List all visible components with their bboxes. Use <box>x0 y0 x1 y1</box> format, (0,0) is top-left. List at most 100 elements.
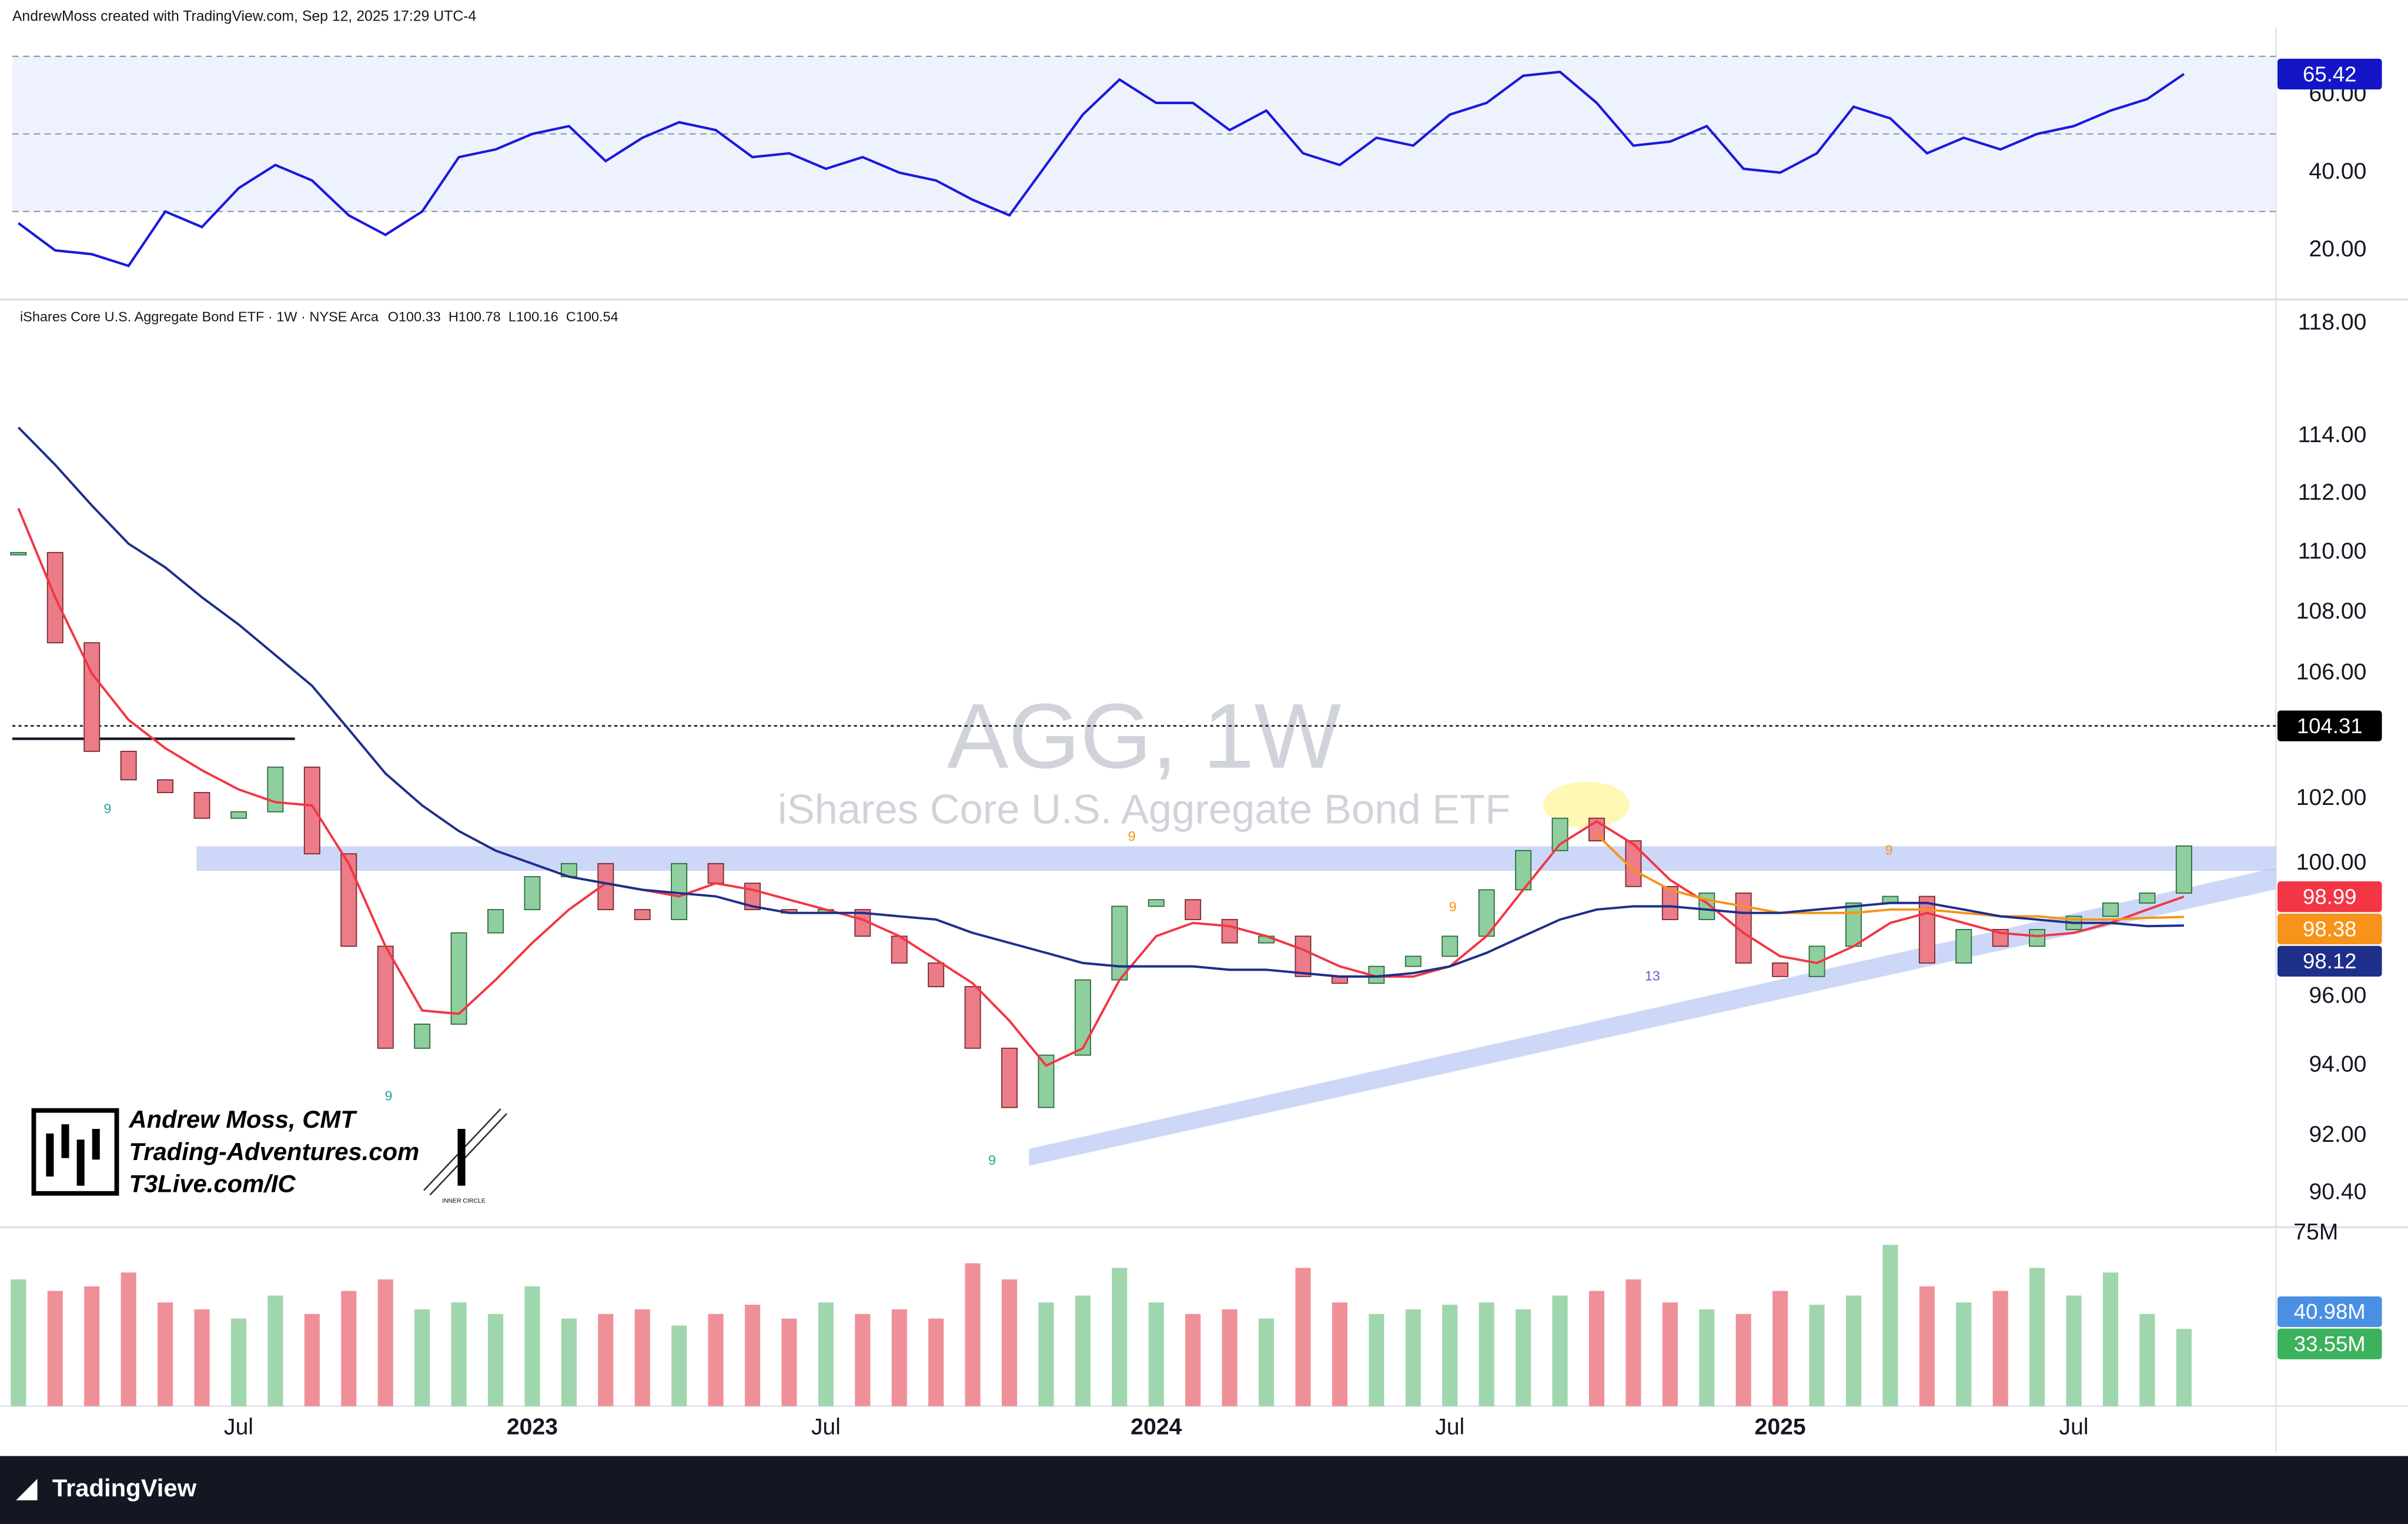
x-tick-label: 2024 <box>1131 1415 1182 1440</box>
candle <box>157 779 174 793</box>
volume-bar <box>1001 1279 1018 1406</box>
volume-value-label: 33.55M <box>2294 1332 2366 1356</box>
moving-average <box>17 507 2185 1067</box>
x-tick-label: Jul <box>224 1415 253 1440</box>
candle <box>303 766 320 855</box>
last-value-label-bg <box>2277 58 2382 90</box>
volume-bar <box>414 1309 430 1406</box>
candle <box>1295 935 1312 977</box>
ohlc-label: L <box>509 309 516 325</box>
volume-bar <box>377 1279 393 1406</box>
candle <box>1001 1047 1018 1108</box>
setup-count: 9 <box>1885 842 1893 857</box>
candle <box>1148 899 1165 907</box>
candle <box>671 863 688 920</box>
volume-bar <box>2066 1295 2082 1406</box>
ma-value-label: 98.38 <box>2303 917 2357 941</box>
volume-bar <box>1552 1295 1568 1406</box>
volume-bar <box>487 1314 504 1406</box>
volume-bar <box>1882 1245 1898 1406</box>
candle <box>1955 929 1972 964</box>
volume-bar <box>561 1318 577 1406</box>
y-tick-label: 100.00 <box>2296 850 2367 875</box>
volume-bar <box>1405 1309 1421 1406</box>
footer-logo: ◢ <box>16 1474 38 1503</box>
y-tick-label: 92.00 <box>2309 1122 2366 1147</box>
candle <box>2102 902 2119 917</box>
watermark-subtitle: iShares Core U.S. Aggregate Bond ETF <box>778 786 1510 833</box>
volume-bar <box>1075 1295 1091 1406</box>
candle <box>1111 905 1128 981</box>
y-tick-label: 110.00 <box>2298 539 2367 564</box>
logo-candle <box>76 1139 85 1186</box>
volume-bar <box>1258 1318 1275 1406</box>
footer-bar <box>0 1456 2408 1524</box>
volume-bar <box>1809 1305 1825 1406</box>
moving-average <box>1596 833 2184 921</box>
x-tick-label: Jul <box>811 1415 841 1440</box>
volume-bar <box>1148 1302 1164 1406</box>
volume-bar <box>524 1286 540 1406</box>
ohlc-value: 100.33 <box>399 309 441 325</box>
candle <box>1442 935 1459 957</box>
volume-bar <box>671 1325 687 1406</box>
volume-bar <box>341 1291 357 1406</box>
setup-count: 9 <box>1449 899 1457 914</box>
candle <box>1185 899 1202 920</box>
footer-brand: TradingView <box>52 1474 197 1502</box>
watermark-title: AGG, 1W <box>947 685 1342 788</box>
ohlc-label: C <box>566 309 576 325</box>
ma-value-label-bg <box>2277 913 2382 945</box>
volume-bar <box>1735 1314 1751 1406</box>
support-zone <box>196 846 2276 871</box>
volume-value-label-bg <box>2277 1328 2382 1359</box>
badge-stroke <box>429 1112 507 1196</box>
volume-bar <box>1369 1314 1384 1406</box>
volume-bar <box>855 1314 871 1406</box>
candle <box>10 552 27 556</box>
volume-bar <box>1772 1291 1788 1406</box>
candle <box>2029 929 2046 947</box>
candle <box>1845 902 1862 947</box>
volume-bar <box>304 1314 320 1406</box>
y-tick-label: 40.00 <box>2309 159 2366 184</box>
ohlc-value: 100.78 <box>459 309 501 325</box>
attribution: AndrewMoss created with TradingView.com,… <box>12 8 477 24</box>
volume-bar <box>47 1291 63 1406</box>
volume-bar <box>230 1318 247 1406</box>
candle <box>964 986 981 1049</box>
candle <box>120 750 137 781</box>
volume-bar <box>1845 1295 1862 1406</box>
x-tick-label: 2023 <box>507 1415 558 1440</box>
candle <box>1404 955 1422 967</box>
brand-name: Andrew Moss, CMT <box>128 1105 357 1133</box>
logo-candle <box>92 1129 100 1160</box>
volume-bar <box>1295 1268 1311 1406</box>
y-tick-label: 108.00 <box>2296 599 2367 624</box>
brand-logo <box>31 1108 119 1196</box>
y-tick-label: 94.00 <box>2309 1052 2366 1077</box>
volume-ma-label-bg <box>2277 1296 2382 1328</box>
setup-count: 9 <box>384 1088 392 1103</box>
volume-bar <box>1038 1302 1054 1406</box>
setup-count: 9 <box>988 1152 996 1168</box>
candle <box>928 962 945 987</box>
brand-link: T3Live.com/IC <box>129 1170 296 1198</box>
last-value-label: 65.42 <box>2303 62 2357 86</box>
candle <box>340 853 357 947</box>
y-tick-label: 106.00 <box>2296 660 2367 685</box>
volume-bar <box>1516 1309 1531 1406</box>
volume-bar <box>1332 1302 1347 1406</box>
volume-bar <box>965 1263 981 1406</box>
logo-candle <box>61 1124 69 1158</box>
volume-ma-label: 40.98M <box>2294 1299 2366 1324</box>
y-tick-label: 102.00 <box>2296 785 2367 810</box>
y-tick-label: 20.00 <box>2309 236 2366 262</box>
volume-bar <box>1588 1291 1605 1406</box>
candle <box>1772 962 1789 977</box>
candle <box>450 932 467 1025</box>
volume-bar <box>194 1309 210 1406</box>
volume-bar <box>634 1309 650 1406</box>
